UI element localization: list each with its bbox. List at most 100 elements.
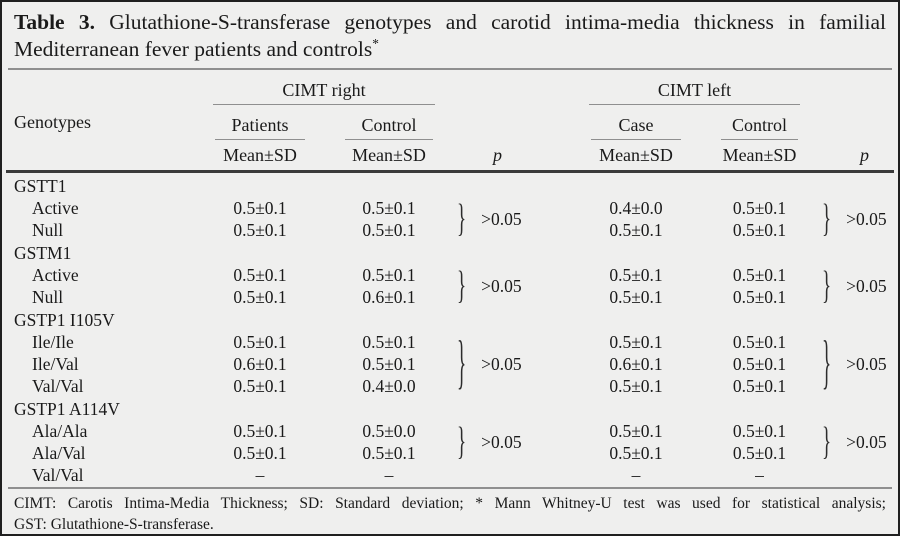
value-cell: 0.5±0.1: [609, 376, 663, 396]
value-cell: 0.5±0.1: [362, 354, 416, 374]
brace-glyph: }: [457, 264, 467, 309]
value-cell: 0.5±0.0: [362, 421, 416, 441]
genotype-cell: Ile/Ile: [32, 332, 74, 352]
value-cell: 0.5±0.1: [732, 287, 787, 307]
brace-glyph: }: [457, 420, 467, 465]
header-divider: [6, 170, 894, 173]
group-row-gstp1-i105v: GSTP1 I105V: [2, 309, 898, 332]
value-cell: 0.5±0.1: [233, 198, 287, 218]
title-divider: [8, 68, 892, 70]
p-cell-left: } >0.05: [818, 332, 898, 398]
p-value: >0.05: [481, 354, 522, 374]
footnote-line2: GST: Glutathione-S-transferase.: [14, 515, 214, 533]
genotype-cell: Ala/Ala: [32, 421, 88, 441]
p-value: >0.05: [481, 276, 522, 296]
header-patients: Patients: [195, 105, 325, 140]
group-row-gstm1: GSTM1: [2, 242, 898, 265]
value-cell: 0.5±0.1: [233, 332, 287, 352]
genotype-cell: Val/Val: [32, 376, 84, 396]
footnote-marker: *: [372, 35, 379, 51]
header-p-right: p: [493, 144, 502, 165]
brace-glyph: }: [822, 264, 832, 309]
value-cell: 0.5±0.1: [732, 443, 787, 463]
value-cell: 0.5±0.1: [233, 287, 287, 307]
genotype-cell: Active: [32, 198, 79, 218]
header-meansd-patients: Mean±SD: [223, 144, 297, 165]
header-cimt-right: CIMT right: [195, 70, 453, 105]
value-cell: 0.5±0.1: [732, 354, 787, 374]
value-cell: 0.5±0.1: [732, 421, 787, 441]
group-label: GSTP1 I105V: [14, 309, 115, 330]
p-cell-right: } >0.05: [453, 198, 571, 242]
value-cell: –: [755, 465, 764, 485]
footnote-line1: CIMT: Carotis Intima-Media Thickness; SD…: [14, 494, 886, 512]
table-row: Ile/Val 0.6±0.1 0.5±0.1 0.6±0.1 0.5±0.1: [2, 354, 898, 376]
p-cell-right: } >0.05: [453, 332, 571, 398]
p-value: >0.05: [846, 432, 887, 452]
value-cell: 0.5±0.1: [362, 332, 416, 352]
table-row: Null 0.5±0.1 0.6±0.1 0.5±0.1 0.5±0.1: [2, 287, 898, 309]
cimt-right-underline: [213, 103, 435, 105]
table-title-text1: Glutathione-S-transferase genotypes and …: [109, 10, 886, 34]
brace-glyph: }: [822, 420, 832, 465]
header-genotypes: Genotypes: [14, 112, 91, 132]
table-row: Val/Val – – – –: [2, 465, 898, 487]
table-title-line2: Mediterranean fever patients and control…: [14, 36, 886, 63]
value-cell: –: [255, 465, 265, 485]
value-cell: 0.6±0.1: [233, 354, 287, 374]
brace-glyph: }: [457, 197, 467, 242]
value-cell: 0.5±0.1: [732, 198, 787, 218]
value-cell: –: [631, 465, 641, 485]
value-cell: 0.5±0.1: [233, 376, 287, 396]
value-cell: 0.4±0.0: [609, 198, 663, 218]
control-left-underline: [721, 138, 798, 140]
empty-cell: [818, 465, 898, 487]
value-cell: 0.5±0.1: [362, 220, 416, 240]
p-value: >0.05: [846, 354, 887, 374]
header-p-left: p: [860, 144, 869, 165]
value-cell: 0.6±0.1: [362, 287, 416, 307]
p-cell-left: } >0.05: [818, 421, 898, 465]
p-cell-left: } >0.05: [818, 265, 898, 309]
header-control-right: Control: [325, 105, 453, 140]
brace-glyph: }: [822, 331, 832, 398]
p-value: >0.05: [846, 209, 887, 229]
p-value: >0.05: [846, 276, 887, 296]
value-cell: 0.5±0.1: [233, 421, 287, 441]
genotype-cell: Active: [32, 265, 79, 285]
group-row-gstt1: GSTT1: [2, 175, 898, 198]
value-cell: 0.5±0.1: [609, 443, 663, 463]
value-cell: 0.5±0.1: [233, 220, 287, 240]
value-cell: 0.5±0.1: [609, 265, 663, 285]
value-cell: 0.5±0.1: [609, 287, 663, 307]
value-cell: 0.5±0.1: [362, 265, 416, 285]
table-row: Active 0.5±0.1 0.5±0.1 } >0.05 0.4±0.0 0.…: [2, 198, 898, 239]
table-row: Val/Val 0.5±0.1 0.4±0.0 0.5±0.1 0.5±0.1: [2, 376, 898, 398]
value-cell: 0.5±0.1: [362, 198, 416, 218]
p-cell-left: } >0.05: [818, 198, 898, 242]
header-cimt-left: CIMT left: [571, 70, 818, 105]
header-control-left: Control: [701, 105, 818, 140]
header-meansd-case: Mean±SD: [599, 144, 673, 165]
header-meansd-control-right: Mean±SD: [352, 144, 426, 165]
table-footnote: CIMT: Carotis Intima-Media Thickness; SD…: [2, 489, 898, 535]
genotype-cell: Ala/Val: [32, 443, 86, 463]
cimt-left-underline: [589, 103, 800, 105]
table-row: Ala/Val 0.5±0.1 0.5±0.1 0.5±0.1 0.5±0.1: [2, 443, 898, 465]
empty-cell: [453, 465, 571, 487]
group-row-gstp1-a114v: GSTP1 A114V: [2, 398, 898, 421]
group-label: GSTM1: [14, 242, 72, 263]
brace-glyph: }: [457, 331, 467, 398]
value-cell: 0.5±0.1: [609, 220, 663, 240]
brace-glyph: }: [822, 197, 832, 242]
header-meansd-control-left: Mean±SD: [722, 144, 797, 165]
table-number-label: Table 3.: [14, 10, 95, 34]
patients-underline: [215, 138, 305, 140]
table-row: Null 0.5±0.1 0.5±0.1 0.5±0.1 0.5±0.1: [2, 220, 898, 242]
table-row: Ile/Ile 0.5±0.1 0.5±0.1 } >0.05 0.5±0.1 0…: [2, 332, 898, 394]
table-title: Table 3. Glutathione-S-transferase genot…: [2, 2, 898, 63]
control-right-underline: [345, 138, 433, 140]
value-cell: 0.5±0.1: [233, 265, 287, 285]
value-cell: 0.5±0.1: [732, 265, 787, 285]
